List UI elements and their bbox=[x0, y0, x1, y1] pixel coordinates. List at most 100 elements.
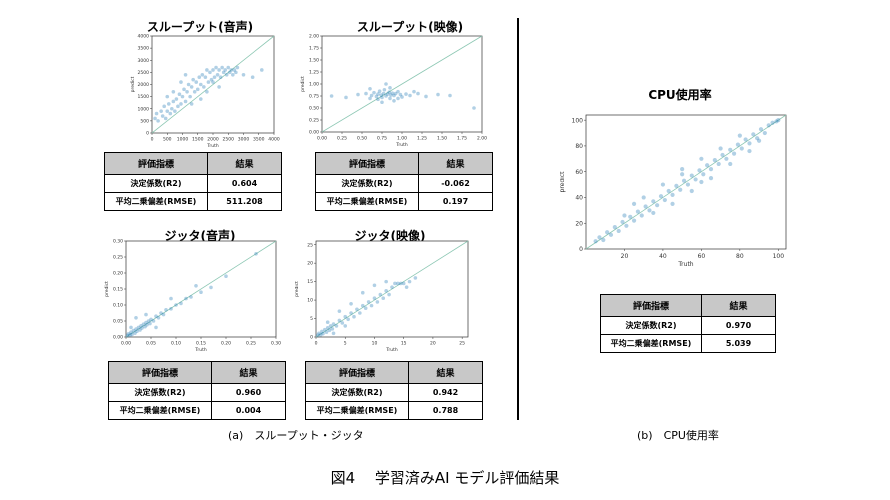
x-tick-label: 0.25 bbox=[337, 136, 347, 142]
x-tick-label: 0.20 bbox=[221, 341, 231, 347]
data-point bbox=[708, 176, 714, 181]
data-point bbox=[325, 320, 330, 325]
y-tick-label: 1.50 bbox=[309, 58, 319, 64]
data-point bbox=[235, 65, 240, 70]
data-point bbox=[631, 218, 637, 223]
data-point bbox=[620, 219, 625, 225]
y-tick-label: 15 bbox=[307, 279, 313, 285]
data-point bbox=[624, 223, 629, 228]
data-point bbox=[174, 97, 179, 101]
data-point bbox=[129, 325, 133, 330]
y-tick-label: 3000 bbox=[138, 58, 150, 64]
data-point bbox=[205, 68, 209, 72]
data-point bbox=[381, 296, 386, 301]
data-point bbox=[660, 182, 666, 187]
data-point bbox=[390, 285, 394, 289]
data-point bbox=[169, 307, 173, 311]
x-tick-label: 0.50 bbox=[357, 136, 367, 142]
data-point bbox=[408, 93, 412, 98]
data-point bbox=[188, 94, 192, 99]
data-point bbox=[639, 213, 644, 218]
x-axis-label: Truth bbox=[385, 347, 398, 353]
data-point bbox=[183, 99, 188, 104]
x-tick-label: 80 bbox=[736, 253, 744, 260]
data-point bbox=[231, 73, 235, 77]
data-point bbox=[651, 210, 656, 216]
data-point bbox=[747, 148, 752, 154]
metric-r2-value: 0.970 bbox=[701, 316, 776, 335]
data-point bbox=[144, 320, 148, 325]
data-point bbox=[366, 300, 371, 304]
data-point bbox=[349, 301, 353, 306]
data-point bbox=[356, 92, 360, 97]
data-point bbox=[369, 93, 374, 98]
metric-rmse-label: 平均二乗偏差(RMSE) bbox=[305, 401, 409, 420]
metric-r2-label: 決定係数(R2) bbox=[104, 174, 208, 193]
data-point bbox=[376, 97, 380, 102]
x-axis-label: Truth bbox=[206, 143, 219, 149]
caption-b: (b) CPU使用率 bbox=[637, 429, 719, 442]
x-tick-label: 0.25 bbox=[246, 341, 256, 347]
x-tick-label: 500 bbox=[163, 137, 172, 143]
data-point bbox=[168, 111, 173, 116]
data-point bbox=[699, 179, 704, 185]
x-tick-label: 10 bbox=[372, 341, 378, 347]
data-point bbox=[156, 316, 161, 320]
y-tick-label: 60 bbox=[575, 169, 583, 176]
data-point bbox=[133, 331, 137, 335]
data-point bbox=[380, 95, 384, 100]
data-point bbox=[643, 204, 648, 209]
metrics-table-tp-video: 評価指標 結果 決定係数(R2) -0.062 平均二乗偏差(RMSE) 0.197 bbox=[315, 152, 493, 211]
data-point bbox=[388, 96, 392, 101]
data-point bbox=[396, 281, 400, 286]
data-point bbox=[360, 290, 365, 295]
data-point bbox=[340, 321, 345, 325]
data-point bbox=[182, 87, 186, 92]
data-point bbox=[392, 93, 396, 98]
data-point bbox=[159, 311, 163, 315]
y-tick-label: 0.00 bbox=[113, 335, 123, 341]
data-point bbox=[747, 141, 752, 146]
data-point bbox=[229, 68, 234, 72]
chart-title-jitter-audio: ジッタ(音声) bbox=[164, 229, 236, 243]
data-point bbox=[612, 224, 617, 230]
data-point bbox=[324, 330, 329, 334]
data-point bbox=[217, 68, 221, 72]
data-point bbox=[413, 276, 418, 280]
data-point bbox=[384, 94, 388, 98]
y-tick-label: 0.15 bbox=[113, 287, 123, 293]
metric-r2-label: 決定係数(R2) bbox=[108, 383, 212, 402]
data-point bbox=[183, 73, 188, 77]
data-point bbox=[136, 325, 141, 330]
y-tick-label: 10 bbox=[307, 298, 313, 304]
data-point bbox=[699, 156, 704, 161]
data-point bbox=[605, 230, 610, 235]
data-point bbox=[195, 87, 200, 92]
data-point bbox=[658, 194, 664, 199]
data-point bbox=[681, 178, 687, 183]
reference-line bbox=[151, 35, 275, 134]
y-tick-label: 0.05 bbox=[113, 319, 123, 325]
data-point bbox=[192, 89, 197, 94]
chart-title-jitter-video: ジッタ(映像) bbox=[354, 229, 426, 243]
reference-line bbox=[315, 240, 469, 338]
data-point bbox=[674, 183, 679, 188]
data-point bbox=[325, 325, 330, 330]
data-point bbox=[130, 332, 134, 337]
data-point bbox=[416, 91, 420, 96]
x-tick-label: 2.00 bbox=[477, 136, 487, 142]
data-point bbox=[685, 182, 691, 187]
data-point bbox=[368, 96, 372, 101]
reference-line bbox=[125, 240, 277, 338]
data-point bbox=[716, 161, 721, 167]
y-tick-label: 5 bbox=[310, 316, 313, 322]
data-point bbox=[407, 279, 412, 284]
data-point bbox=[200, 73, 205, 77]
y-tick-label: 1.75 bbox=[309, 46, 319, 52]
data-point bbox=[776, 118, 781, 123]
data-point bbox=[364, 91, 368, 96]
data-point bbox=[327, 328, 332, 333]
data-point bbox=[670, 192, 675, 197]
data-point bbox=[135, 329, 139, 334]
data-point bbox=[601, 237, 606, 243]
